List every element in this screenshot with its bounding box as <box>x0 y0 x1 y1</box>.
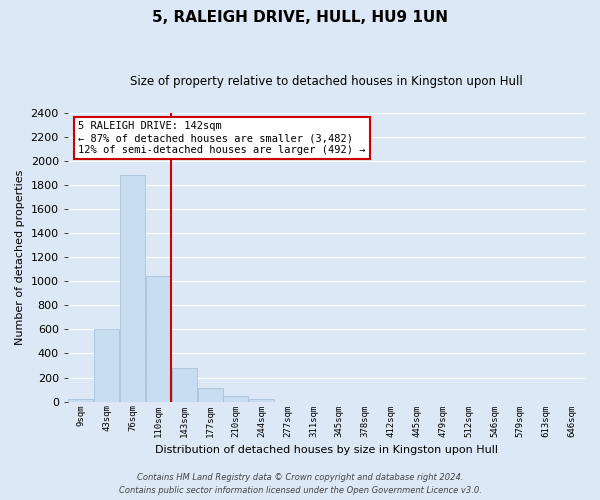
Bar <box>68 399 94 402</box>
Bar <box>172 368 197 402</box>
Title: Size of property relative to detached houses in Kingston upon Hull: Size of property relative to detached ho… <box>130 75 523 88</box>
Text: 5 RALEIGH DRIVE: 142sqm
← 87% of detached houses are smaller (3,482)
12% of semi: 5 RALEIGH DRIVE: 142sqm ← 87% of detache… <box>78 122 365 154</box>
Bar <box>223 396 248 402</box>
Text: Contains HM Land Registry data © Crown copyright and database right 2024.
Contai: Contains HM Land Registry data © Crown c… <box>119 474 481 495</box>
Text: 5, RALEIGH DRIVE, HULL, HU9 1UN: 5, RALEIGH DRIVE, HULL, HU9 1UN <box>152 10 448 25</box>
X-axis label: Distribution of detached houses by size in Kingston upon Hull: Distribution of detached houses by size … <box>155 445 498 455</box>
Bar <box>146 276 171 402</box>
Bar <box>94 330 119 402</box>
Bar <box>197 388 223 402</box>
Bar <box>120 176 145 402</box>
Bar <box>249 399 274 402</box>
Y-axis label: Number of detached properties: Number of detached properties <box>15 170 25 345</box>
